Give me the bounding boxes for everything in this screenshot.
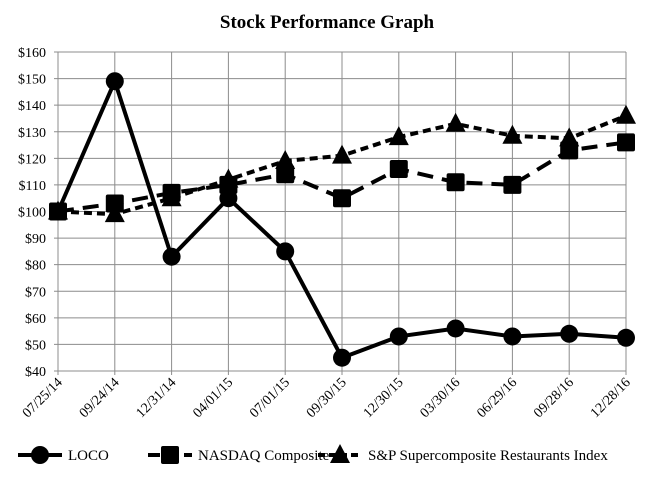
- data-point-triangle: [275, 149, 296, 169]
- legend-item: LOCO: [18, 446, 109, 464]
- data-point-square: [162, 183, 181, 202]
- x-tick-label: 12/28/16: [588, 375, 634, 421]
- legend-marker-triangle: [330, 444, 350, 463]
- data-point-circle: [617, 328, 635, 347]
- data-point-circle: [333, 348, 351, 367]
- data-point-circle: [446, 319, 465, 338]
- y-tick-label: $50: [25, 338, 46, 353]
- x-tick-label: 12/31/14: [134, 375, 180, 421]
- y-tick-label: $140: [18, 99, 46, 114]
- data-point-circle: [219, 189, 238, 208]
- x-tick-label: 07/01/15: [247, 375, 293, 421]
- data-point-square: [105, 194, 124, 213]
- x-tick-label: 07/25/14: [20, 375, 66, 421]
- legend-marker-square: [161, 446, 179, 464]
- legend-label: S&P Supercomposite Restaurants Index: [368, 448, 608, 464]
- data-point-triangle: [445, 112, 466, 132]
- chart-title: Stock Performance Graph: [220, 12, 435, 33]
- y-tick-label: $160: [18, 46, 46, 61]
- y-tick-label: $120: [18, 152, 46, 167]
- data-point-square: [446, 173, 465, 192]
- legend-label: LOCO: [68, 448, 109, 464]
- data-point-circle: [503, 327, 522, 346]
- data-point-circle: [560, 324, 579, 343]
- legend-item: S&P Supercomposite Restaurants Index: [318, 444, 608, 464]
- data-point-triangle: [388, 126, 409, 146]
- y-tick-label: $100: [18, 206, 46, 221]
- data-point-triangle: [502, 124, 523, 144]
- y-tick-label: $70: [25, 285, 46, 300]
- grid: [54, 51, 627, 375]
- data-point-circle: [276, 242, 295, 261]
- x-tick-label: 04/01/15: [190, 375, 236, 421]
- series-loco: [49, 72, 635, 367]
- data-point-square: [276, 165, 295, 184]
- data-point-square: [503, 175, 522, 194]
- data-point-square: [333, 189, 351, 208]
- data-point-square: [219, 175, 238, 194]
- legend-label: NASDAQ Composite: [198, 448, 330, 464]
- y-axis: $40 $50 $60 $70 $80 $90 $100 $110 $120 $130 $140 $1…: [18, 46, 46, 380]
- series-layer: [48, 72, 636, 367]
- data-point-triangle: [616, 104, 636, 124]
- x-tick-label: 06/29/16: [474, 375, 520, 421]
- y-tick-label: $80: [25, 259, 46, 274]
- y-tick-label: $110: [19, 179, 46, 194]
- data-point-circle: [389, 327, 408, 346]
- y-tick-label: $60: [25, 312, 46, 327]
- legend-item: NASDAQ Composite: [148, 446, 330, 464]
- y-tick-label: $150: [18, 73, 46, 88]
- data-point-square: [617, 133, 635, 152]
- data-point-square: [389, 159, 408, 178]
- data-point-triangle: [104, 203, 125, 223]
- y-tick-label: $90: [25, 232, 46, 247]
- y-tick-label: $130: [18, 126, 46, 141]
- data-point-circle: [162, 247, 181, 266]
- x-tick-label: 09/24/14: [77, 375, 123, 421]
- legend-marker-circle: [31, 446, 49, 464]
- data-point-triangle: [332, 144, 352, 164]
- data-point-square: [560, 141, 579, 160]
- x-tick-label: 09/30/15: [304, 375, 350, 421]
- legend: LOCO NASDAQ Composite S&P Supercomposite R…: [18, 444, 608, 464]
- series-nasdaq-composite: [49, 133, 635, 221]
- data-point-circle: [105, 72, 124, 91]
- data-point-circle: [49, 202, 67, 221]
- x-axis: 07/25/14 09/24/14 12/31/14 04/01/15 07/01/15…: [20, 375, 634, 421]
- x-tick-label: 03/30/16: [418, 375, 464, 421]
- x-tick-label: 12/30/15: [361, 375, 407, 421]
- x-tick-label: 09/28/16: [531, 375, 577, 421]
- y-tick-label: $40: [25, 365, 46, 380]
